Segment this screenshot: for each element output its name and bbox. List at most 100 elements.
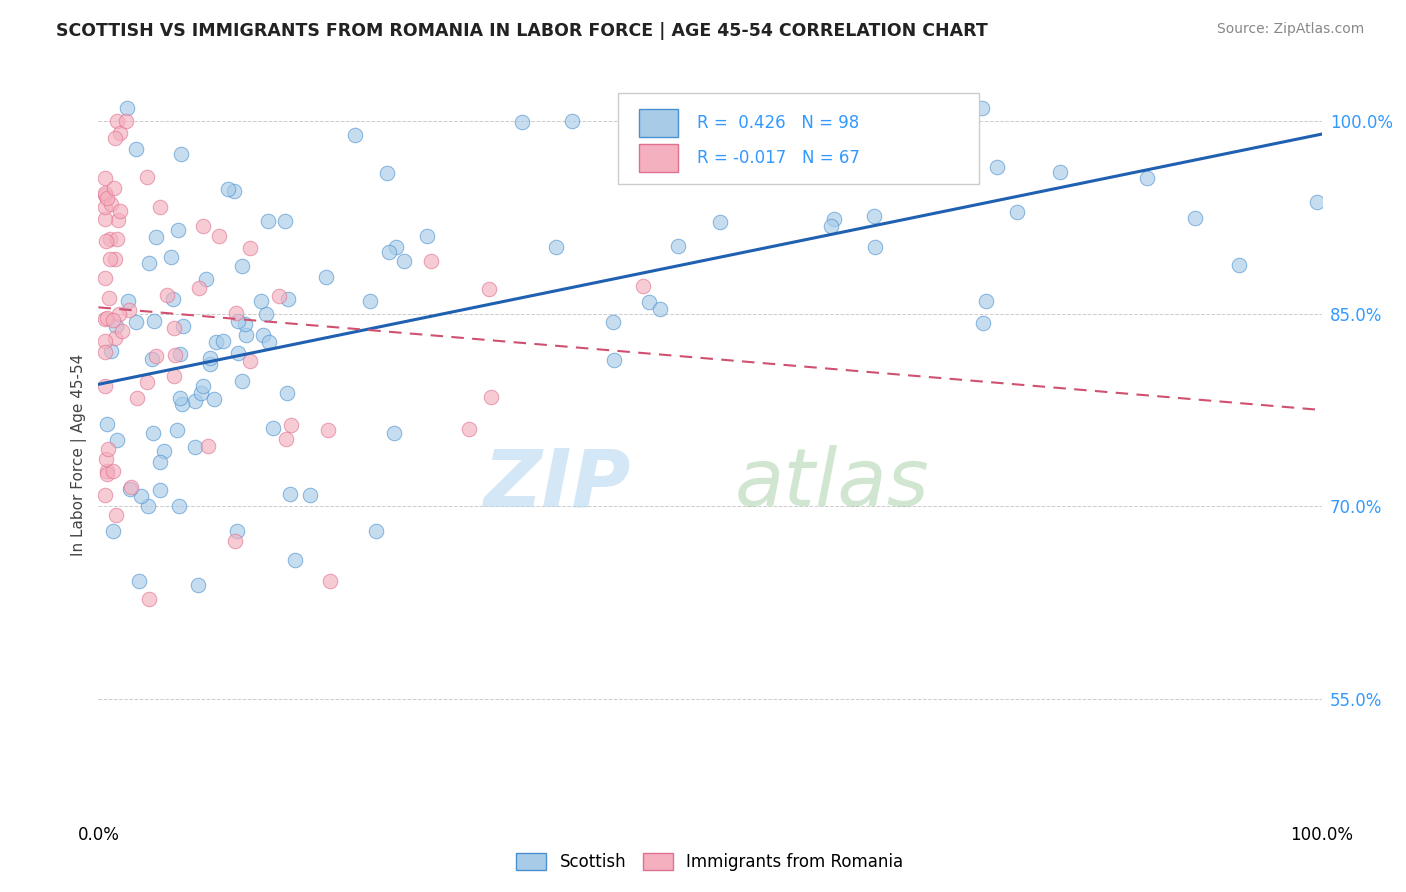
Point bbox=[120, 482, 142, 496]
Point bbox=[103, 181, 125, 195]
Point bbox=[648, 102, 671, 116]
Point bbox=[117, 293, 139, 308]
Point bbox=[188, 281, 211, 295]
Point bbox=[900, 102, 922, 116]
Point bbox=[104, 252, 127, 266]
Point bbox=[98, 232, 121, 246]
Bar bbox=[640, 109, 678, 136]
Point bbox=[163, 368, 186, 383]
Point bbox=[97, 442, 120, 457]
Point bbox=[561, 114, 583, 128]
FancyBboxPatch shape bbox=[619, 93, 979, 185]
Point bbox=[98, 252, 121, 267]
Point bbox=[107, 307, 129, 321]
Point bbox=[115, 114, 138, 128]
Point bbox=[190, 385, 212, 400]
Point bbox=[94, 451, 117, 466]
Point bbox=[108, 204, 131, 219]
Point bbox=[457, 421, 479, 435]
Point bbox=[149, 454, 172, 468]
Point bbox=[105, 434, 128, 448]
Point bbox=[276, 385, 298, 400]
Bar bbox=[640, 144, 678, 172]
Point bbox=[1136, 171, 1159, 186]
Point bbox=[976, 293, 998, 308]
Point bbox=[101, 464, 124, 478]
Point bbox=[820, 219, 842, 233]
Point bbox=[101, 313, 124, 327]
Point bbox=[602, 315, 624, 329]
Point bbox=[205, 335, 228, 350]
Point bbox=[141, 352, 163, 367]
Legend: Scottish, Immigrants from Romania: Scottish, Immigrants from Romania bbox=[510, 847, 910, 878]
Point bbox=[479, 390, 502, 404]
Point bbox=[375, 166, 398, 180]
Point bbox=[96, 310, 118, 325]
Point bbox=[96, 464, 118, 478]
Point bbox=[257, 214, 280, 228]
Point bbox=[269, 289, 291, 303]
Point bbox=[823, 212, 845, 227]
Point bbox=[145, 230, 167, 244]
Point bbox=[231, 260, 253, 274]
Point bbox=[125, 315, 148, 329]
Point bbox=[1005, 205, 1028, 219]
Point bbox=[252, 328, 274, 343]
Point bbox=[648, 301, 671, 316]
Point bbox=[222, 184, 245, 198]
Point bbox=[198, 357, 221, 371]
Point bbox=[115, 102, 138, 116]
Text: SCOTTISH VS IMMIGRANTS FROM ROMANIA IN LABOR FORCE | AGE 45-54 CORRELATION CHART: SCOTTISH VS IMMIGRANTS FROM ROMANIA IN L… bbox=[56, 22, 988, 40]
Point bbox=[166, 423, 188, 437]
Point bbox=[510, 115, 533, 129]
Point bbox=[93, 200, 115, 214]
Point bbox=[709, 215, 731, 229]
Text: R =  0.426   N = 98: R = 0.426 N = 98 bbox=[696, 114, 859, 132]
Point bbox=[226, 313, 249, 327]
Point bbox=[972, 102, 994, 116]
Point bbox=[262, 421, 284, 435]
Point bbox=[94, 234, 117, 248]
Point bbox=[276, 432, 298, 446]
Point bbox=[193, 379, 215, 393]
Text: Source: ZipAtlas.com: Source: ZipAtlas.com bbox=[1216, 22, 1364, 37]
Point bbox=[382, 425, 405, 440]
Point bbox=[986, 160, 1008, 174]
Point bbox=[274, 213, 297, 227]
Point bbox=[228, 346, 250, 360]
Point bbox=[208, 229, 231, 244]
Point bbox=[392, 254, 415, 268]
Point bbox=[96, 191, 118, 205]
Point bbox=[153, 444, 176, 458]
Point bbox=[100, 343, 122, 358]
Point bbox=[217, 182, 239, 196]
Point bbox=[546, 240, 568, 254]
Point bbox=[278, 487, 301, 501]
Text: atlas: atlas bbox=[735, 445, 929, 524]
Point bbox=[315, 270, 337, 285]
Point bbox=[160, 250, 183, 264]
Point bbox=[167, 499, 190, 513]
Point bbox=[257, 334, 280, 349]
Point bbox=[239, 241, 262, 255]
Point bbox=[105, 508, 128, 522]
Point bbox=[250, 294, 273, 309]
Point bbox=[166, 223, 188, 237]
Point bbox=[1184, 211, 1206, 225]
Point bbox=[107, 114, 129, 128]
Point bbox=[378, 245, 401, 260]
Point bbox=[101, 524, 124, 538]
Point bbox=[169, 391, 191, 405]
Point bbox=[478, 282, 501, 296]
Point bbox=[125, 142, 148, 156]
Y-axis label: In Labor Force | Age 45-54: In Labor Force | Age 45-54 bbox=[72, 354, 87, 556]
Point bbox=[105, 319, 128, 334]
Point bbox=[666, 239, 689, 253]
Point bbox=[1305, 194, 1327, 209]
Point bbox=[202, 392, 225, 407]
Point bbox=[231, 374, 253, 388]
Point bbox=[136, 500, 159, 514]
Point bbox=[1227, 259, 1250, 273]
Point bbox=[862, 209, 884, 223]
Point bbox=[93, 379, 115, 393]
